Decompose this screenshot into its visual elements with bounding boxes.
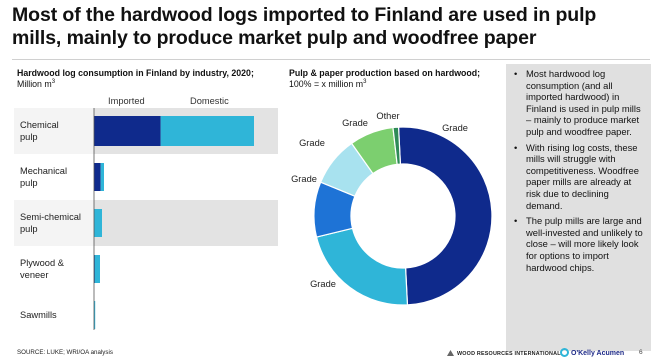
category-label: Plywood & veneer: [20, 258, 65, 280]
slice-label: Grade: [310, 279, 336, 289]
legend-label: Domestic: [190, 96, 229, 106]
ring-logo-icon: [560, 348, 569, 357]
takeaway-text: With rising log costs, these mills will …: [526, 141, 639, 211]
category-label: Mechanical pulp: [20, 166, 67, 188]
okelly-logo: O'Kelly Acumen: [560, 348, 624, 357]
triangle-logo-icon: [447, 350, 454, 356]
wri-logo: WOOD RESOURCES INTERNATIONAL: [447, 350, 561, 357]
takeaway-text: Most hardwood log consumption (and all i…: [526, 68, 641, 137]
bar-domestic: [94, 255, 100, 283]
donut-chart-title-bold: Pulp & paper production based on hardwoo…: [289, 68, 481, 78]
row-label-highlight: [14, 200, 94, 246]
category-label: Semi-chemical pulp: [20, 212, 81, 234]
bar-domestic: [94, 209, 102, 237]
takeaway-text: The pulp mills are large and well-invest…: [526, 215, 643, 273]
category-label-line: pulp: [20, 132, 38, 142]
slice-label: Grade: [299, 138, 325, 148]
legend-label: Imported: [108, 96, 145, 106]
source-note: SOURCE: LUKE; WRI/OA analysis: [17, 349, 113, 356]
category-label-line: Sawmills: [20, 310, 57, 320]
category-label-line: Mechanical: [20, 166, 67, 176]
bullet-icon: •: [514, 68, 518, 79]
takeaway-item: • Most hardwood log consumption (and all …: [514, 68, 645, 138]
donut-slice: [392, 126, 402, 165]
row-label-highlight: [14, 108, 94, 154]
title-divider: [12, 59, 650, 60]
bar-chart-title: Hardwood log consumption in Finland by i…: [17, 68, 277, 90]
slice-label: Grade: [342, 118, 368, 128]
donut-chart-title-unit: 100% = x million m: [289, 79, 364, 89]
bar-imported: [94, 255, 96, 283]
category-label-line: Plywood &: [20, 258, 65, 268]
takeaways-list: • Most hardwood log consumption (and all …: [506, 64, 651, 273]
donut-chart-title: Pulp & paper production based on hardwoo…: [289, 68, 489, 90]
bar-chart-title-bold: Hardwood log consumption in Finland by i…: [17, 68, 254, 78]
slice-label: Grade: [442, 123, 468, 133]
slice-label: Grade: [291, 174, 317, 184]
category-label-line: Semi-chemical: [20, 212, 81, 222]
takeaway-item: • The pulp mills are large and well-inves…: [514, 215, 645, 273]
bar-imported: [94, 163, 101, 191]
category-label-line: Chemical: [20, 120, 59, 130]
category-label-line: veneer: [20, 270, 48, 280]
page-number: 6: [639, 349, 643, 356]
category-label-line: pulp: [20, 224, 38, 234]
donut-slice: [397, 126, 493, 306]
bar-domestic: [160, 116, 254, 146]
bar-domestic: [94, 301, 96, 329]
takeaways-panel: • Most hardwood log consumption (and all …: [506, 64, 651, 351]
bar-domestic: [100, 163, 104, 191]
bar-chart-title-sup: 3: [51, 79, 56, 86]
row-highlight: [94, 200, 278, 246]
okelly-logo-text: O'Kelly Acumen: [571, 350, 625, 357]
bullet-icon: •: [514, 215, 518, 227]
takeaway-item: • With rising log costs, these mills will…: [514, 142, 645, 212]
donut-chart-title-sup: 3: [363, 79, 367, 86]
slice-label: Other: [376, 111, 399, 121]
category-label: Chemical pulp: [20, 120, 59, 142]
category-label: Sawmills: [20, 310, 57, 320]
bar-imported: [94, 116, 161, 146]
category-label-line: pulp: [20, 178, 38, 188]
bar-chart-title-unit: Million m: [17, 79, 52, 89]
donut-slice: [315, 227, 409, 306]
slide-title: Most of the hardwood logs imported to Fi…: [12, 4, 597, 49]
wri-logo-text: WOOD RESOURCES INTERNATIONAL: [457, 351, 561, 357]
bullet-icon: •: [514, 141, 518, 153]
